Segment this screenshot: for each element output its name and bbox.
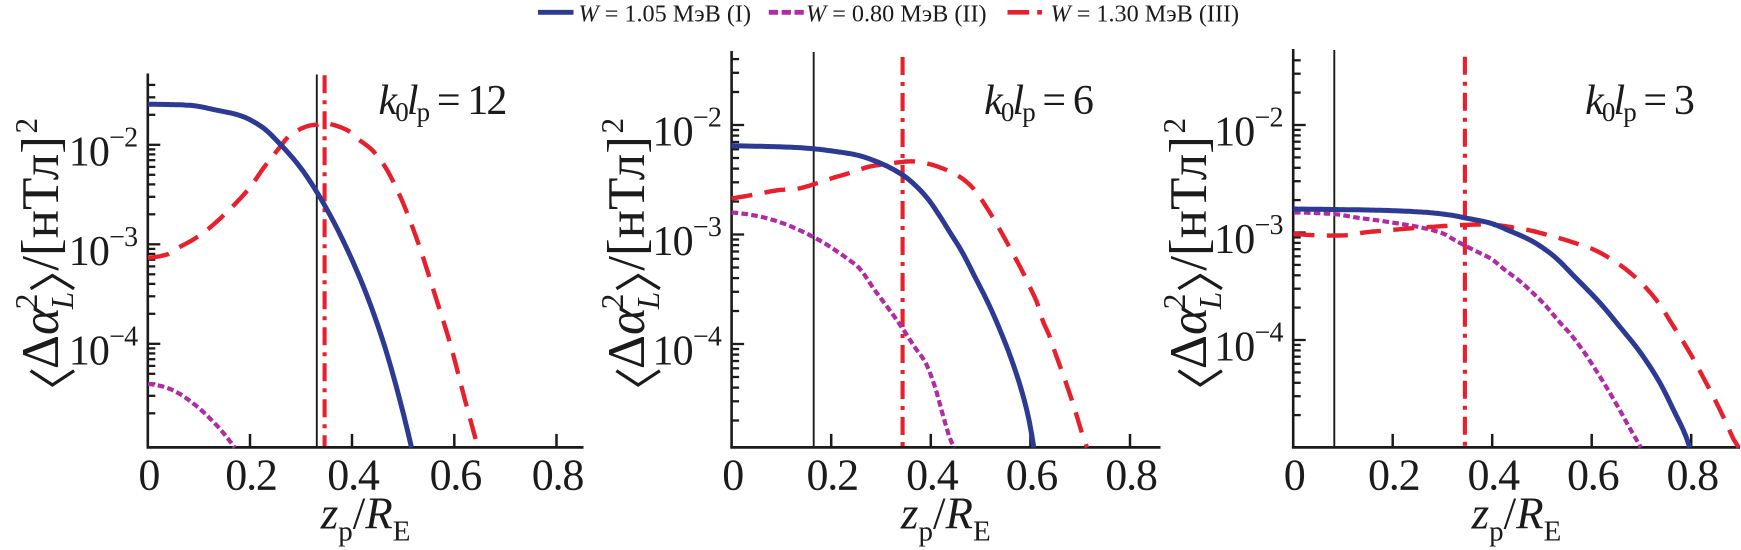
- svg-text:zp/RE: zp/RE: [320, 489, 411, 548]
- svg-text:Δ: Δ: [598, 335, 656, 369]
- svg-text:k0lp = 12: k0lp = 12: [379, 78, 506, 127]
- svg-text:/[нТл]: /[нТл]: [598, 136, 656, 271]
- svg-text:0.2: 0.2: [806, 451, 857, 500]
- svg-text:2: 2: [595, 294, 630, 310]
- svg-text:0.6: 0.6: [430, 451, 482, 500]
- svg-text:0.2: 0.2: [225, 451, 276, 500]
- svg-text:0.4: 0.4: [1467, 451, 1520, 500]
- svg-text:2: 2: [1157, 118, 1192, 134]
- svg-text:α: α: [12, 306, 70, 335]
- svg-text:zp/RE: zp/RE: [1471, 489, 1562, 548]
- svg-text:0.8: 0.8: [532, 451, 584, 500]
- svg-text:10−2: 10−2: [652, 103, 721, 156]
- svg-text:k0lp = 3: k0lp = 3: [1585, 78, 1694, 127]
- svg-text:zp/RE: zp/RE: [900, 489, 991, 548]
- svg-text:2: 2: [595, 118, 630, 134]
- svg-text:α: α: [598, 306, 656, 335]
- svg-text:2: 2: [9, 294, 44, 310]
- svg-text:k0lp = 6: k0lp = 6: [984, 78, 1093, 127]
- svg-text:W = 1.05 МэВ (I): W = 1.05 МэВ (I): [579, 0, 752, 27]
- svg-text:L: L: [1193, 292, 1228, 310]
- svg-text:L: L: [631, 292, 666, 310]
- svg-text:/[нТл]: /[нТл]: [12, 136, 70, 271]
- svg-text:0: 0: [722, 451, 743, 500]
- svg-text:Δ: Δ: [1160, 335, 1218, 369]
- svg-text:W = 0.80 МэВ (II): W = 0.80 МэВ (II): [806, 0, 987, 27]
- svg-text:2: 2: [1157, 294, 1192, 310]
- svg-text:W = 1.30 МэВ (III): W = 1.30 МэВ (III): [1051, 0, 1240, 27]
- svg-text:0.6: 0.6: [1006, 451, 1058, 500]
- svg-text:0.4: 0.4: [327, 451, 380, 500]
- svg-text:0: 0: [1284, 451, 1305, 500]
- svg-text:Δ: Δ: [12, 335, 70, 369]
- svg-text:2: 2: [9, 118, 44, 134]
- svg-text:0.4: 0.4: [906, 451, 959, 500]
- svg-text:0.8: 0.8: [1666, 451, 1718, 500]
- svg-text:α: α: [1160, 306, 1218, 335]
- svg-text:0.8: 0.8: [1105, 451, 1157, 500]
- svg-text:0: 0: [138, 451, 159, 500]
- svg-text:0.2: 0.2: [1368, 451, 1419, 500]
- svg-text:0.6: 0.6: [1567, 451, 1619, 500]
- svg-text:/[нТл]: /[нТл]: [1160, 136, 1218, 271]
- svg-text:L: L: [45, 292, 80, 310]
